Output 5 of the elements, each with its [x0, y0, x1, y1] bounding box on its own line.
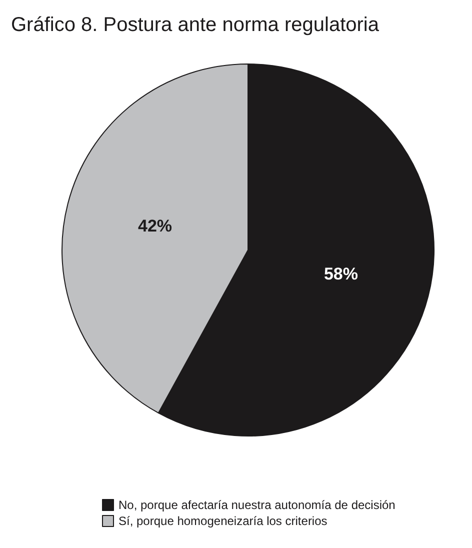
chart-title: Gráfico 8. Postura ante norma regulatoria	[11, 14, 380, 36]
legend-label: Sí, porque homogeneizaría los criterios	[118, 514, 328, 528]
legend-label: No, porque afectaría nuestra autonomía de decisión	[118, 498, 396, 512]
data-label: 58%	[324, 264, 358, 284]
data-label: 42%	[138, 216, 172, 236]
